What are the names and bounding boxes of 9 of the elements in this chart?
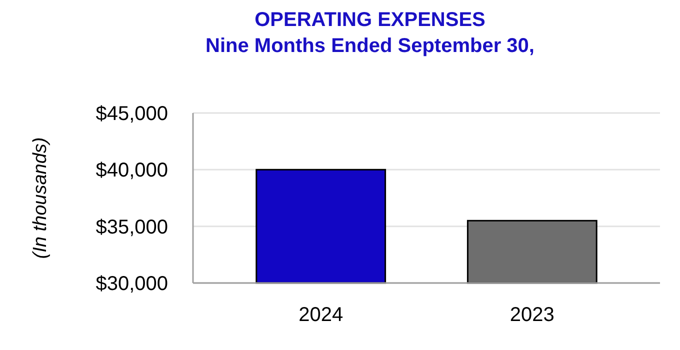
y-tick-label: $40,000 [96,160,168,182]
y-tick-label: $35,000 [96,216,168,238]
y-tick-label: $45,000 [96,103,168,125]
chart-title: OPERATING EXPENSES [254,9,486,31]
x-tick-label: 2023 [510,304,554,326]
x-tick-label: 2024 [298,304,344,326]
y-axis-title: (In thousands) [30,137,51,259]
y-tick-label: $30,000 [96,273,168,295]
chart-subtitle: Nine Months Ended September 30, [206,35,534,57]
